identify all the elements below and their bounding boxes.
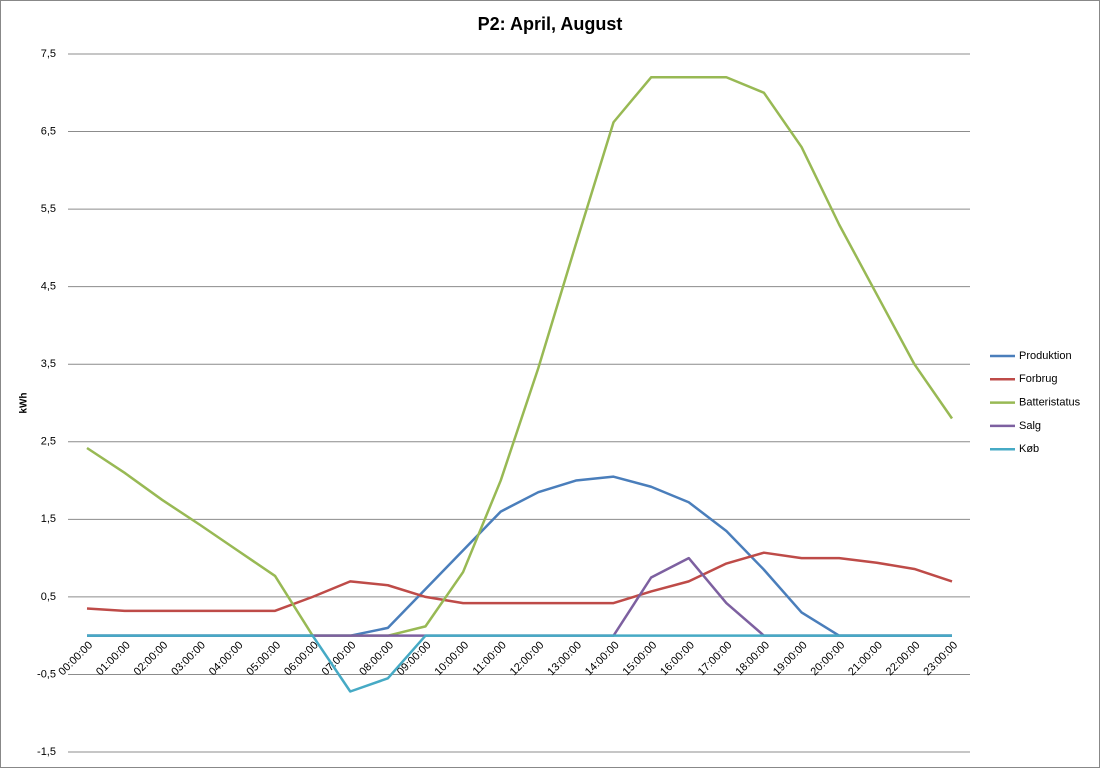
- legend-label: Salg: [1019, 420, 1041, 432]
- series-line: [86, 76, 954, 637]
- y-tick-label: 1,5: [41, 513, 56, 525]
- y-tick-label: -1,5: [37, 746, 56, 758]
- y-tick-label: -0,5: [37, 668, 56, 680]
- legend-label: Køb: [1019, 443, 1039, 455]
- series-line: [86, 551, 953, 613]
- y-tick-label: 3,5: [41, 358, 56, 370]
- y-tick-label: 7,5: [41, 48, 56, 60]
- y-tick-label: 2,5: [41, 436, 56, 448]
- legend-label: Batteristatus: [1019, 397, 1081, 409]
- y-axis-label: kWh: [19, 392, 30, 413]
- chart-title: P2: April, August: [478, 14, 623, 34]
- legend-label: Produktion: [1019, 350, 1072, 362]
- y-tick-label: 4,5: [41, 281, 56, 293]
- legend-label: Forbrug: [1019, 373, 1058, 385]
- y-tick-label: 0,5: [41, 591, 56, 603]
- series-line: [87, 634, 952, 693]
- y-tick-label: 6,5: [41, 125, 56, 137]
- y-tick-label: 5,5: [41, 203, 56, 215]
